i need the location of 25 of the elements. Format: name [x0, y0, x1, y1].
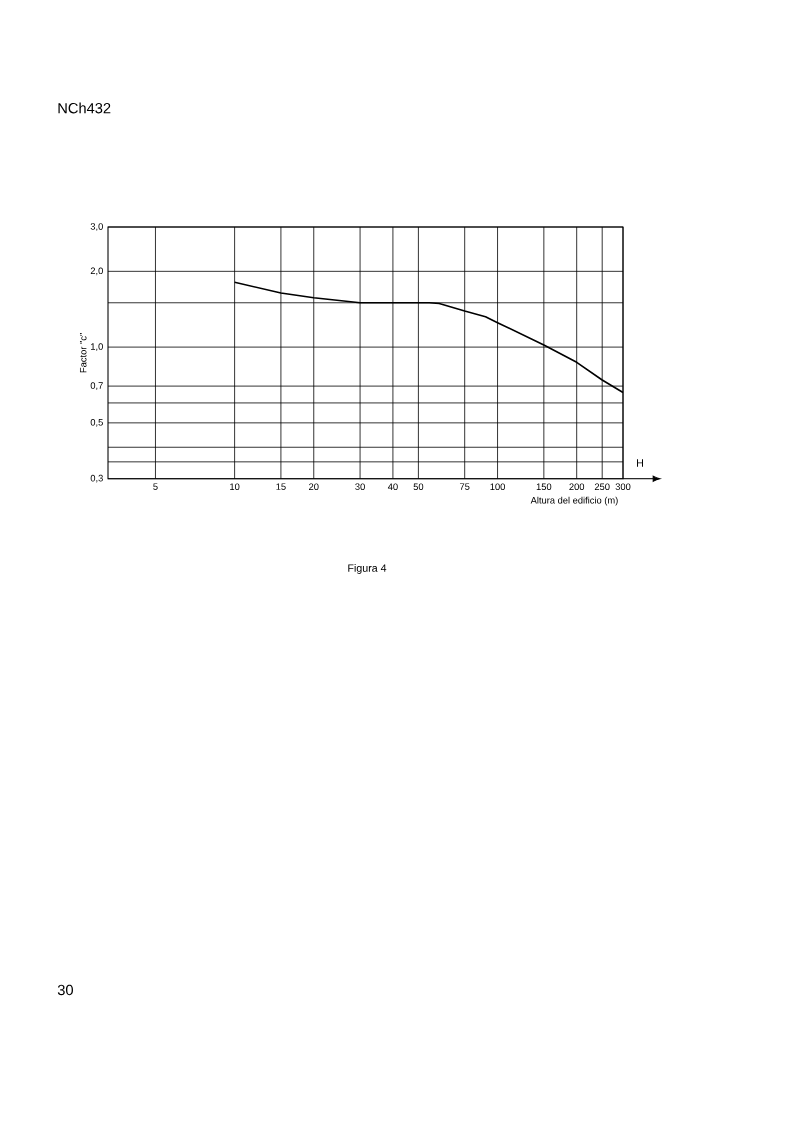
y-tick-label: 2,0: [90, 267, 103, 276]
y-tick-label: 0,3: [90, 474, 103, 483]
x-tick-label: 20: [309, 483, 319, 491]
x-tick-label: 30: [355, 483, 365, 491]
x-tick-label: 200: [569, 483, 585, 491]
y-tick-label: 1,0: [91, 343, 103, 351]
y-axis-title: Factor "c": [79, 333, 87, 373]
y-tick-label: 3,0: [90, 223, 103, 231]
x-tick-label: 15: [276, 483, 286, 490]
y-tick-label: 0,7: [90, 382, 103, 390]
x-tick-label: 5: [153, 483, 158, 490]
x-axis-title: Altura del edificio (m): [530, 496, 618, 506]
text: H: [637, 459, 643, 467]
y-tick-label: 0,5: [90, 419, 103, 427]
x-tick-label: 150: [536, 483, 552, 491]
text: NCh432: [58, 102, 111, 114]
x-tick-label: 50: [413, 483, 424, 491]
x-tick-label: 10: [230, 483, 240, 491]
x-tick-label: 100: [490, 483, 505, 491]
x-tick-label: 250: [594, 483, 610, 491]
x-tick-label: 300: [615, 483, 631, 491]
text: Figura 4: [348, 564, 387, 574]
x-tick-label: 40: [387, 483, 398, 491]
text: 30: [57, 984, 73, 996]
x-tick-label: 75: [459, 483, 470, 490]
